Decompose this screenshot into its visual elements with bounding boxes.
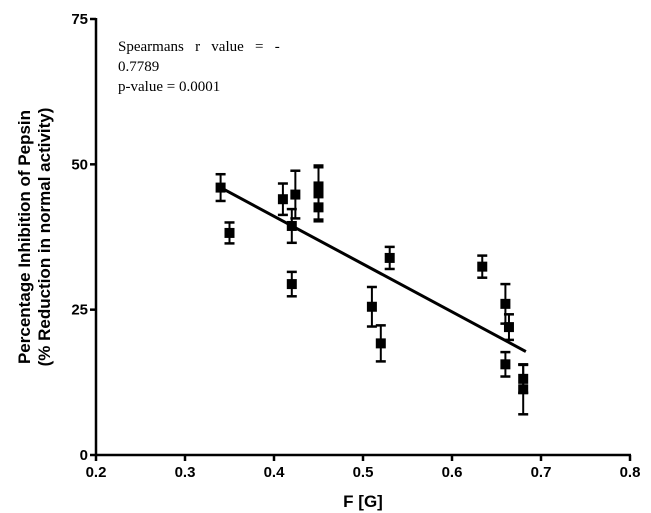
annotation-line: p-value = 0.0001 — [118, 79, 220, 95]
data-marker — [277, 194, 288, 205]
y-ticks: 0 25 50 75 — [71, 11, 96, 464]
data-point — [500, 350, 511, 378]
data-marker — [477, 261, 488, 272]
y-tick-label: 0 — [80, 447, 88, 464]
data-marker — [384, 252, 395, 263]
annotation-line: Spearmans r value = - — [118, 39, 280, 55]
data-point — [313, 192, 324, 223]
data-marker — [366, 301, 377, 312]
x-tick-label: 0.2 — [86, 464, 107, 481]
x-axis-title: F [G] — [343, 492, 383, 511]
annotation-line: 0.7789 — [118, 59, 159, 75]
x-tick-label: 0.4 — [264, 464, 286, 481]
x-ticks: 0.2 0.3 0.4 0.5 0.6 0.7 0.8 — [86, 455, 641, 481]
data-marker — [518, 384, 529, 395]
data-marker — [290, 189, 301, 200]
data-marker — [215, 182, 226, 193]
data-marker — [313, 202, 324, 213]
trendline-group — [219, 186, 527, 353]
data-marker — [286, 279, 297, 290]
data-marker — [503, 322, 514, 333]
x-tick-label: 0.3 — [175, 464, 196, 481]
data-point — [384, 245, 395, 271]
data-point — [503, 313, 514, 342]
x-tick-label: 0.7 — [531, 464, 552, 481]
spearman-annotation: Spearmans r value = - 0.7789 p-value = 0.0… — [118, 39, 280, 95]
data-point — [375, 324, 386, 363]
regression-line — [219, 186, 527, 353]
data-point — [366, 285, 377, 328]
y-tick-label: 25 — [71, 302, 88, 319]
data-point — [477, 254, 488, 279]
data-point — [277, 182, 288, 217]
data-points — [215, 164, 529, 416]
y-axis-title-line: Percentage Inhibition of Pepsin — [15, 110, 34, 364]
data-marker — [286, 220, 297, 231]
data-point — [518, 363, 529, 416]
data-marker — [375, 338, 386, 349]
x-tick-label: 0.6 — [442, 464, 463, 481]
data-point — [215, 172, 226, 203]
x-tick-label: 0.5 — [353, 464, 374, 481]
x-tick-label: 0.8 — [620, 464, 641, 481]
y-tick-label: 50 — [71, 156, 88, 173]
y-tick-label: 75 — [71, 11, 88, 28]
y-axis-title-line: (% Reduction in normal activity) — [35, 108, 54, 367]
data-point — [286, 270, 297, 298]
data-point — [290, 169, 301, 220]
data-point — [224, 221, 235, 245]
data-marker — [224, 227, 235, 238]
y-axis-title: Percentage Inhibition of Pepsin(% Reduct… — [15, 108, 54, 367]
data-marker — [500, 298, 511, 309]
data-marker — [500, 359, 511, 370]
